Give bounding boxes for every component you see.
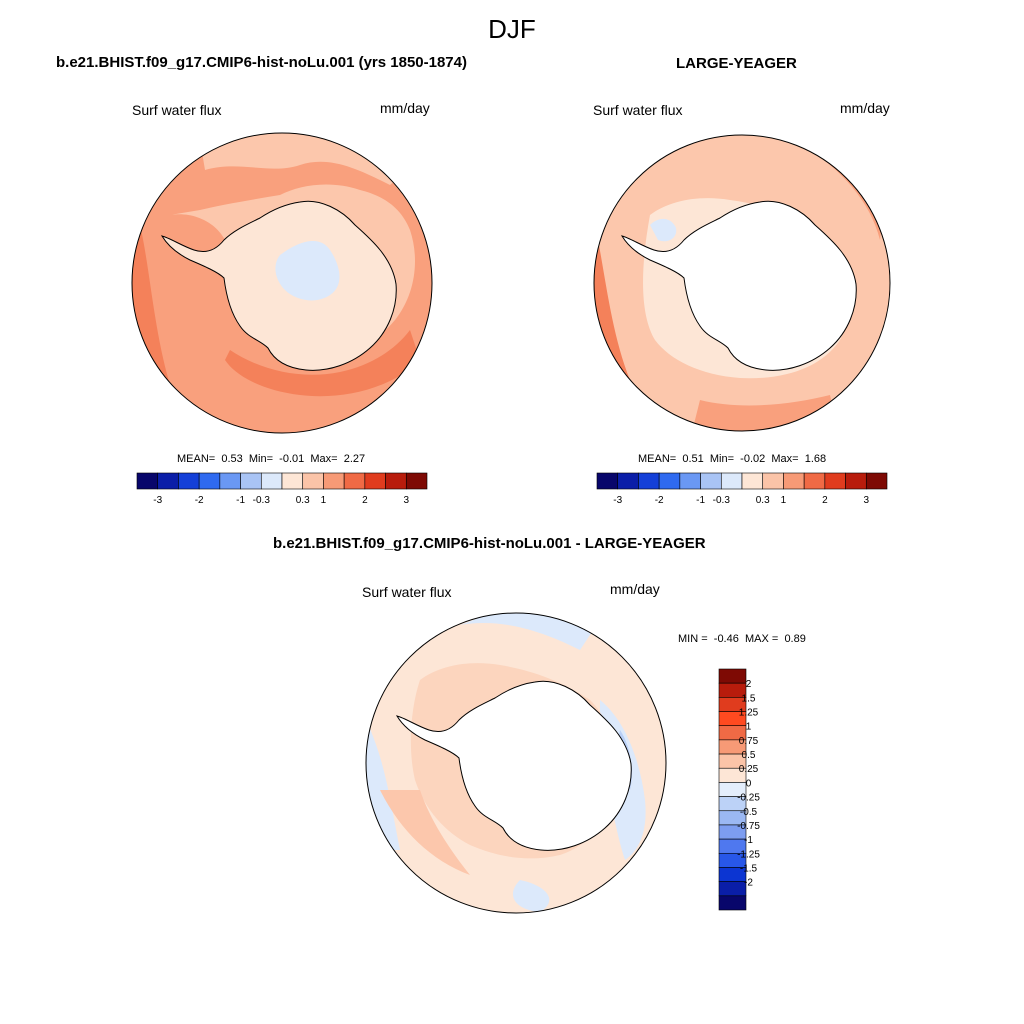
panel2-colorbar-swatch	[762, 472, 784, 490]
panel1-colorbar-tick-label: 1	[321, 495, 327, 506]
panel3-colorbar-tick-label: -2	[744, 878, 753, 889]
panel1-colorbar-swatch	[343, 472, 366, 490]
panel3-colorbar-tick-label: -1.25	[737, 849, 760, 860]
panel2-min-value: -0.02	[740, 453, 766, 465]
panel3-colorbar-tick-label: 0.75	[739, 736, 759, 747]
panel1-colorbar-tick-label: 2	[362, 495, 368, 506]
figure-title: DJF	[488, 14, 536, 44]
panel3-stats: MIN = -0.46 MAX = 0.89	[678, 633, 806, 645]
panel1-max-label: Max=	[310, 453, 338, 465]
panel2-colorbar: -3 -2 -1 -0.3 0.3 1 2 3	[596, 472, 888, 506]
panel2-stats: MEAN= 0.51 Min= -0.02 Max= 1.68	[638, 453, 826, 465]
panel2-min-label: Min=	[709, 453, 735, 465]
panel3-title: b.e21.BHIST.f09_g17.CMIP6-hist-noLu.001 …	[273, 535, 706, 552]
panel2-variable-label: Surf water flux	[593, 102, 683, 118]
panel2-colorbar-swatch	[783, 472, 805, 490]
panel3-max-label: MAX =	[744, 633, 779, 645]
panel3-units-label: mm/day	[610, 581, 660, 597]
panel1-max-value: 2.27	[343, 453, 366, 465]
panel3-map	[365, 612, 667, 914]
panel2-colorbar-swatch	[638, 472, 660, 490]
panel1-colorbar-tick-label: -2	[195, 495, 204, 506]
panel2-colorbar-tick-label: 0.3	[756, 495, 770, 506]
panel2-colorbar-tick-label: -0.3	[713, 495, 731, 506]
panel1-colorbar-tick-label: -3	[153, 495, 162, 506]
panel2-units-label: mm/day	[840, 100, 890, 116]
panel1-colorbar-tick-label: 0.3	[296, 495, 310, 506]
panel1-mean-label: MEAN=	[177, 453, 216, 465]
panel1-title: b.e21.BHIST.f09_g17.CMIP6-hist-noLu.001 …	[56, 54, 467, 71]
panel2-colorbar-swatch	[617, 472, 639, 490]
panel2-mean-value: 0.51	[682, 453, 704, 465]
panel1-colorbar-swatch	[323, 472, 345, 490]
panel2-colorbar-tick-label: -1	[696, 495, 705, 506]
panel3-colorbar-tick-label: -0.75	[737, 821, 760, 832]
panel3-colorbar-tick-label: 1.25	[739, 708, 759, 719]
panel2-map	[593, 134, 891, 432]
panel2-colorbar-swatch	[720, 472, 743, 490]
panel2-colorbar-tick-label: 2	[822, 495, 828, 506]
panel1-units-label: mm/day	[380, 100, 430, 116]
panel1-colorbar-swatch	[385, 472, 407, 490]
panel3-colorbar-tick-label: 1	[746, 722, 752, 733]
panel1-colorbar-swatch	[157, 472, 179, 490]
panel2-colorbar-swatch	[741, 472, 764, 490]
panel1-mean-value: 0.53	[221, 453, 243, 465]
panel1-colorbar-swatch	[219, 472, 241, 490]
panel1-colorbar-swatch	[198, 472, 221, 490]
panel1-colorbar-tick-label: 3	[404, 495, 410, 506]
panel3-colorbar-tick-label: 0	[746, 778, 752, 789]
panel2-colorbar-tick-label: -3	[613, 495, 622, 506]
panel2-colorbar-swatch	[845, 472, 867, 490]
panel3-colorbar-swatch	[718, 895, 747, 911]
panel2-colorbar-swatch	[700, 472, 722, 490]
panel3-colorbar-tick-label: -1	[744, 835, 753, 846]
panel1-colorbar-tick-label: -1	[236, 495, 245, 506]
panel3-colorbar: 2 1.5 1.25 1 0.75 0.5 0.25 0 -0.25 -0.5 -0.75 -1 -1.…	[718, 668, 760, 911]
panel3-colorbar-tick-label: -0.25	[737, 793, 760, 804]
panel3-colorbar-tick-label: 1.5	[742, 693, 756, 704]
panel3-min-value: -0.46	[713, 633, 739, 645]
panel3-colorbar-swatch	[718, 881, 747, 897]
panel2-colorbar-tick-label: -2	[655, 495, 664, 506]
panel1-stats: MEAN= 0.53 Min= -0.01 Max= 2.27	[177, 453, 365, 465]
panel2-mean-label: MEAN=	[638, 453, 677, 465]
panel1-colorbar-swatch	[136, 472, 159, 490]
panel1-colorbar-swatch	[260, 472, 283, 490]
panel3-colorbar-swatch	[718, 668, 747, 684]
panel3-colorbar-tick-label: -1.5	[740, 863, 758, 874]
panel3-colorbar-tick-label: 2	[746, 679, 752, 690]
panel2-colorbar-swatch	[658, 472, 681, 490]
panel3-variable-label: Surf water flux	[362, 584, 452, 600]
panel1-min-label: Min=	[248, 453, 274, 465]
panel1-colorbar: -3 -2 -1 -0.3 0.3 1 2 3	[136, 472, 428, 506]
panel3-max-value: 0.89	[784, 633, 806, 645]
panel2-colorbar-swatch	[865, 472, 888, 490]
panel2-colorbar-swatch	[596, 472, 619, 490]
panel2-colorbar-swatch	[824, 472, 846, 490]
panel1-variable-label: Surf water flux	[132, 102, 222, 118]
panel3-min-label: MIN =	[678, 633, 708, 645]
panel1-map	[131, 132, 433, 434]
panel2-title: LARGE-YEAGER	[676, 55, 797, 72]
panel3-colorbar-tick-label: -0.5	[740, 807, 758, 818]
panel2-max-label: Max=	[771, 453, 799, 465]
panel2-colorbar-swatch	[803, 472, 826, 490]
panel1-colorbar-swatch	[364, 472, 386, 490]
panel3-colorbar-tick-label: 0.5	[742, 750, 756, 761]
panel1-colorbar-swatch	[178, 472, 200, 490]
panel1-colorbar-tick-label: -0.3	[253, 495, 271, 506]
panel2-colorbar-swatch	[679, 472, 701, 490]
panel1-colorbar-swatch	[281, 472, 304, 490]
panel1-colorbar-swatch	[405, 472, 428, 490]
panel2-max-value: 1.68	[804, 453, 827, 465]
panel2-colorbar-tick-label: 1	[781, 495, 787, 506]
panel1-colorbar-swatch	[240, 472, 262, 490]
panel1-min-value: -0.01	[279, 453, 305, 465]
panel1-colorbar-swatch	[302, 472, 324, 490]
panel3-colorbar-tick-label: 0.25	[739, 764, 759, 775]
panel2-colorbar-tick-label: 3	[864, 495, 870, 506]
